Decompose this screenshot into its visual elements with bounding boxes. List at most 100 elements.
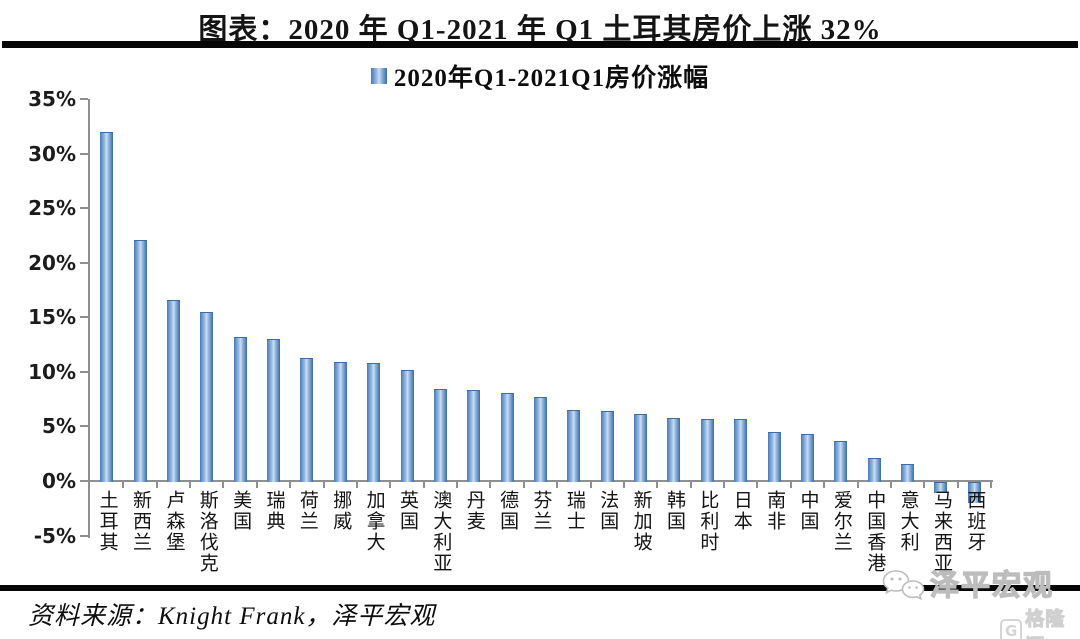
chart-bar xyxy=(133,239,147,482)
y-tick xyxy=(80,480,88,482)
x-tick xyxy=(756,482,759,488)
x-tick xyxy=(255,482,258,488)
x-tick xyxy=(522,482,525,488)
x-tick-label: 斯洛伐克 xyxy=(196,490,218,574)
chart-bar xyxy=(667,417,681,482)
chart-bar xyxy=(901,463,915,482)
y-tick xyxy=(80,425,88,428)
x-tick-label: 意大利 xyxy=(897,490,919,553)
chart-bar xyxy=(367,363,381,482)
x-tick xyxy=(456,482,459,488)
brand-watermark-label: 泽平宏观 xyxy=(929,569,1055,602)
chart-bar xyxy=(967,482,981,503)
x-tick xyxy=(823,482,826,488)
x-tick-label: 新西兰 xyxy=(130,490,152,553)
y-tick-label: -5% xyxy=(33,523,76,548)
chart-bar xyxy=(867,458,881,482)
y-tick-label: 10% xyxy=(28,359,76,384)
x-tick xyxy=(923,482,926,488)
x-tick xyxy=(990,482,992,488)
y-tick-label: 0% xyxy=(42,469,76,493)
chart-bar xyxy=(233,336,247,482)
x-tick-label: 日本 xyxy=(730,490,752,532)
y-tick-label: 25% xyxy=(28,196,76,221)
chart-bar xyxy=(534,396,547,482)
y-tick xyxy=(80,98,88,100)
y-tick-label: 35% xyxy=(28,87,76,111)
x-tick xyxy=(889,482,892,488)
legend-label: 2020年Q1-2021Q1房价涨幅 xyxy=(393,65,710,92)
y-tick xyxy=(80,207,88,210)
x-tick xyxy=(155,482,158,488)
x-tick-label: 澳大利亚 xyxy=(430,490,452,574)
wechat-bubbles-icon xyxy=(882,570,925,601)
x-tick xyxy=(322,482,325,488)
chart-bar xyxy=(400,369,414,482)
x-tick xyxy=(289,482,292,488)
chart-bar xyxy=(934,482,948,493)
x-tick-label: 南非 xyxy=(764,490,786,532)
x-tick xyxy=(589,482,592,488)
chart-bar xyxy=(267,339,281,482)
x-tick-label: 德国 xyxy=(497,490,519,532)
chart-bar xyxy=(634,414,648,482)
x-tick-label: 加拿大 xyxy=(363,490,385,553)
x-tick xyxy=(656,482,659,488)
x-tick-label: 爱尔兰 xyxy=(830,490,852,553)
x-tick-label: 西班牙 xyxy=(964,490,986,553)
x-tick-label: 挪威 xyxy=(330,490,352,532)
chart-bar xyxy=(800,434,814,482)
x-tick xyxy=(689,482,692,488)
y-tick xyxy=(80,370,88,373)
x-tick-label: 法国 xyxy=(597,490,619,532)
x-tick-label: 英国 xyxy=(397,490,419,532)
y-tick-label: 20% xyxy=(28,250,76,275)
chart-bar xyxy=(333,362,347,482)
legend-marker-icon xyxy=(370,68,387,84)
x-tick-label: 中国香港 xyxy=(864,490,886,574)
y-tick-label: 5% xyxy=(42,414,76,439)
chart-bar xyxy=(734,418,748,482)
x-tick xyxy=(723,482,726,488)
x-tick-label: 马来西亚 xyxy=(930,490,952,574)
x-tick-label: 丹麦 xyxy=(463,490,485,532)
x-tick-label: 土耳其 xyxy=(96,490,118,553)
x-tick-label: 美国 xyxy=(230,490,252,532)
chart-bar xyxy=(600,411,614,482)
chart-bar xyxy=(200,311,214,482)
x-tick-label: 芬兰 xyxy=(530,490,552,532)
chart-bar xyxy=(700,418,714,482)
x-tick-label: 新加坡 xyxy=(630,490,652,553)
y-tick-label: 30% xyxy=(28,141,76,166)
x-tick-label: 中国 xyxy=(797,490,819,532)
bottom-divider xyxy=(0,585,1080,591)
chart-bar xyxy=(100,131,114,482)
x-tick xyxy=(422,482,425,488)
chart-bar xyxy=(300,357,314,482)
x-tick xyxy=(489,482,492,488)
x-tick-label: 瑞士 xyxy=(563,490,585,532)
source-note: 资料来源：Knight Frank，泽平宏观 xyxy=(28,603,436,630)
chart-bar xyxy=(166,299,180,482)
chart-bar xyxy=(567,410,581,482)
chart-bar xyxy=(467,390,481,482)
x-tick xyxy=(122,482,125,488)
x-tick-label: 比利时 xyxy=(697,490,719,553)
chart-legend: 2020年Q1-2021Q1房价涨幅 xyxy=(0,60,1080,92)
x-tick xyxy=(556,482,559,488)
publisher-watermark: G 格隆汇 xyxy=(1000,604,1080,639)
x-tick xyxy=(856,482,859,488)
x-tick xyxy=(789,482,792,488)
y-tick xyxy=(80,534,88,537)
x-tick xyxy=(189,482,192,488)
y-tick xyxy=(80,316,88,319)
top-divider xyxy=(2,41,1078,48)
brand-watermark: 泽平宏观 xyxy=(882,568,1054,604)
y-tick-label: 15% xyxy=(28,305,76,330)
chart-bar xyxy=(834,440,848,482)
publisher-logo-icon: G xyxy=(1000,619,1023,639)
x-tick xyxy=(355,482,358,488)
y-tick xyxy=(80,261,88,264)
